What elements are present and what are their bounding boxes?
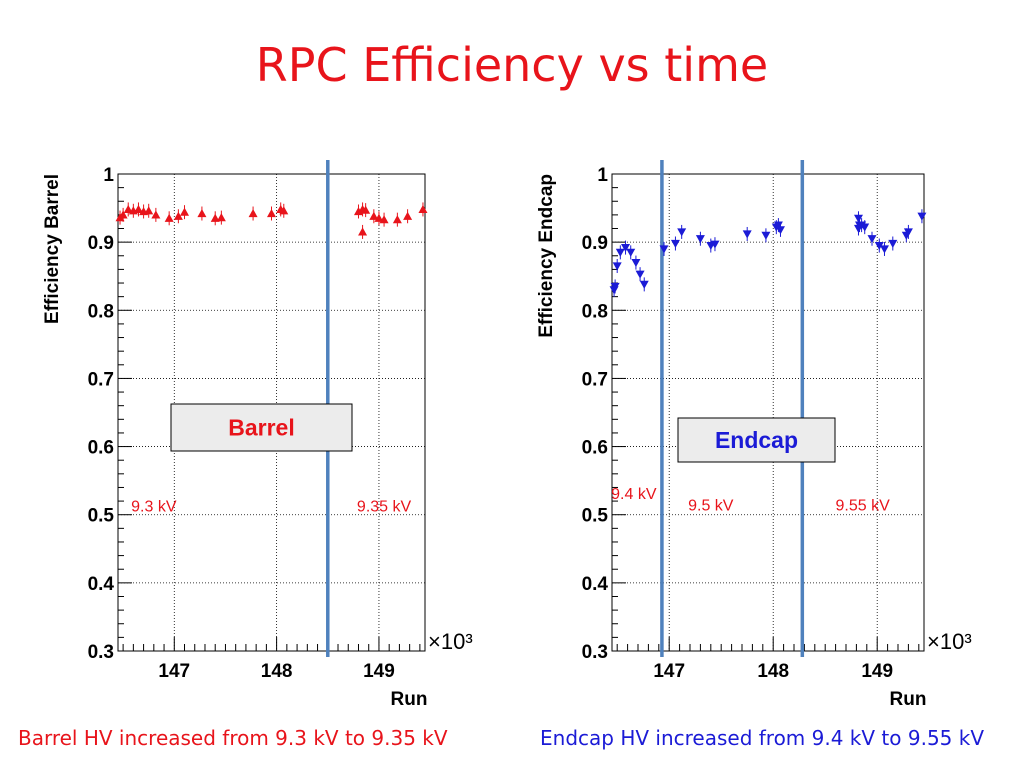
data-point (853, 214, 863, 223)
data-point (635, 270, 645, 279)
data-point (888, 239, 898, 249)
data-point (353, 206, 363, 216)
y-tick-label: 0.7 (582, 369, 608, 390)
data-point (379, 215, 389, 224)
hv-annotation: 9.3 kV (131, 498, 177, 515)
data-point (742, 230, 752, 239)
data-point (670, 239, 680, 249)
data-point (180, 207, 190, 216)
data-point (695, 235, 705, 244)
y-tick-label: 0.8 (582, 301, 608, 322)
plot-frame (117, 173, 426, 652)
data-point (118, 210, 128, 219)
y-axis-label: Efficiency Barrel (42, 174, 63, 324)
y-tick-label: 0.3 (88, 642, 114, 663)
y-tick-label: 0.5 (582, 506, 609, 527)
data-point (612, 262, 622, 271)
data-point (279, 206, 289, 215)
x-tick-label: 148 (757, 661, 789, 682)
endcap-efficiency-chart: 0.3 0.4 0.5 0.6 0.7 0.8 0.9 1 147 148 149 Run Effici… (536, 160, 972, 710)
data-point (123, 204, 133, 214)
y-tick-label: 0.8 (88, 301, 114, 322)
data-point (151, 210, 161, 219)
y-tick-label: 0.6 (88, 438, 114, 459)
data-point (418, 204, 428, 214)
legend-box (677, 417, 836, 463)
data-point (361, 205, 371, 214)
x-multiplier-label: ×10³ (428, 629, 473, 654)
data-point (761, 231, 771, 240)
barrel-efficiency-chart: 0.3 0.4 0.5 0.6 0.7 0.8 0.9 1 147 148 149 Run Effici… (42, 160, 473, 710)
y-tick-label: 0.3 (582, 642, 608, 663)
data-point (403, 211, 413, 220)
y-tick-label: 0.5 (88, 506, 115, 527)
data-point (626, 248, 636, 257)
y-tick-label: 0.9 (88, 233, 114, 254)
y-tick-label: 0.9 (582, 233, 608, 254)
barrel-caption: Barrel HV increased from 9.3 kV to 9.35 … (18, 726, 448, 750)
x-multiplier-label: ×10³ (927, 629, 972, 654)
data-point (867, 235, 877, 244)
slide-title: RPC Efficiency vs time (255, 38, 769, 92)
data-point (216, 213, 226, 222)
legend-box (170, 403, 353, 452)
data-point (631, 258, 641, 268)
data-point (392, 215, 402, 224)
data-point (173, 211, 183, 220)
y-axis-label: Efficiency Endcap (536, 174, 557, 338)
x-axis-label: Run (391, 689, 428, 710)
data-point (710, 240, 720, 249)
endcap-caption: Endcap HV increased from 9.4 kV to 9.55 … (540, 726, 985, 750)
x-tick-label: 149 (363, 661, 395, 682)
x-axis-label: Run (890, 689, 927, 710)
x-tick-label: 147 (158, 661, 190, 682)
data-point (677, 228, 687, 237)
y-tick-label: 0.4 (582, 574, 609, 595)
data-point (267, 209, 276, 218)
data-point (773, 221, 783, 230)
data-point (144, 206, 154, 215)
data-point (358, 227, 368, 236)
y-tick-label: 0.7 (88, 369, 114, 390)
hv-annotation: 9.35 kV (357, 498, 412, 515)
data-point (621, 243, 631, 253)
y-tick-label: 1 (597, 165, 608, 186)
data-point (369, 211, 379, 220)
y-tick-label: 1 (103, 165, 114, 186)
hv-annotation: 9.5 kV (688, 498, 734, 515)
legend-label: Barrel (228, 415, 294, 441)
data-point (901, 231, 911, 240)
data-point (610, 282, 620, 291)
y-tick-label: 0.6 (582, 438, 608, 459)
y-tick-label: 0.4 (88, 574, 115, 595)
x-tick-label: 147 (653, 661, 685, 682)
data-point (853, 224, 863, 234)
x-tick-label: 148 (261, 661, 293, 682)
data-point (164, 213, 174, 222)
data-point (374, 213, 384, 222)
data-point (615, 248, 625, 257)
data-point (639, 280, 649, 289)
data-point (210, 213, 220, 222)
hv-annotation: 9.55 kV (836, 498, 891, 515)
data-point (860, 223, 870, 232)
hv-annotation: 9.4 kV (611, 486, 657, 503)
data-point (879, 245, 889, 254)
data-point (917, 212, 927, 221)
data-point (659, 245, 669, 254)
x-tick-label: 149 (861, 661, 893, 682)
data-point (197, 209, 207, 218)
legend-label: Endcap (715, 427, 798, 453)
data-point (248, 209, 258, 218)
data-point (133, 204, 143, 214)
plot-frame (611, 173, 925, 652)
data-point (874, 241, 884, 251)
